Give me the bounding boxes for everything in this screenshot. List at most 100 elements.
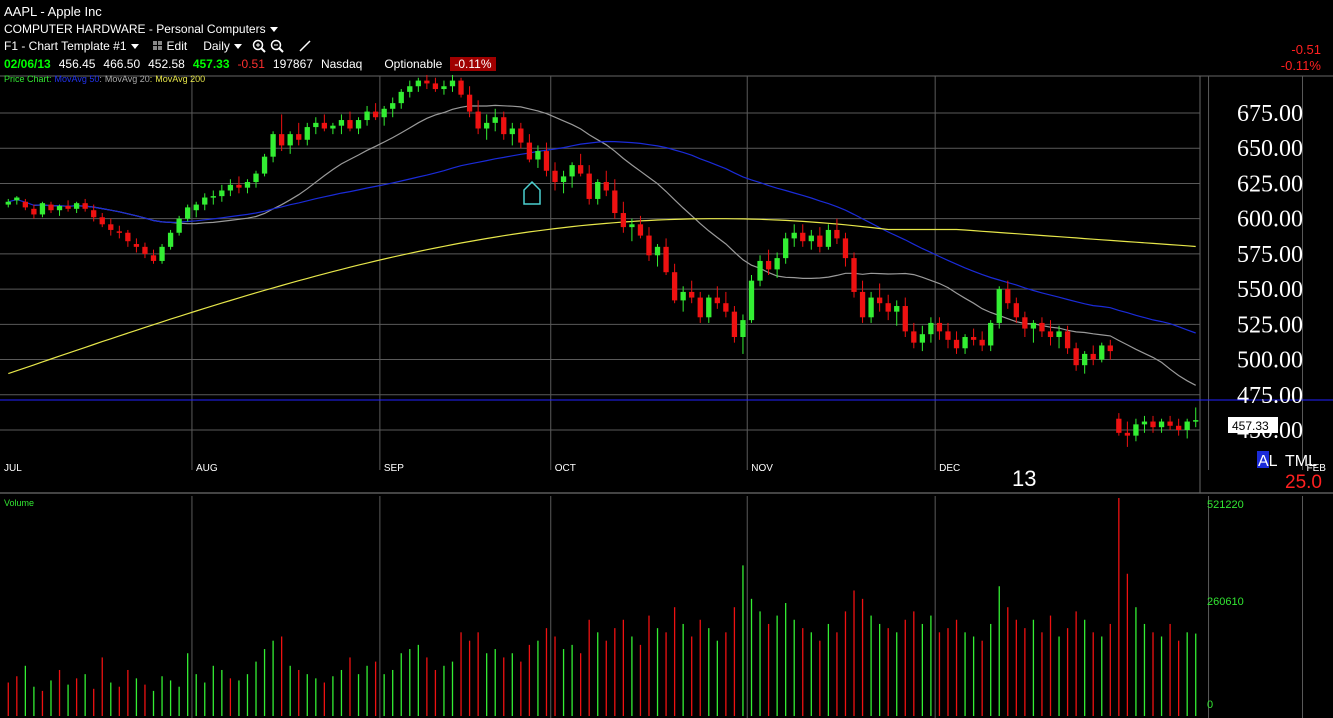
candle-body — [1124, 432, 1131, 436]
dividend-marker-icon[interactable] — [523, 180, 541, 205]
candle-body — [723, 303, 729, 312]
candle-body — [338, 120, 345, 126]
grid-lines — [0, 75, 1333, 718]
candle-body — [1133, 424, 1139, 436]
candle-body — [364, 111, 370, 121]
candle-body — [783, 238, 789, 259]
candle-body — [492, 117, 498, 123]
candle-body — [800, 232, 806, 242]
grid-icon — [152, 41, 162, 50]
candle-body — [970, 337, 977, 340]
template-dropdown[interactable]: F1 - Chart Template #1 — [4, 39, 139, 53]
candle-body — [133, 244, 140, 247]
candle-body — [765, 260, 772, 270]
candle-body — [22, 201, 29, 208]
candle-body — [1022, 317, 1028, 329]
sector-row[interactable]: COMPUTER HARDWARE - Personal Computers — [4, 22, 278, 36]
legend-price-text: Price Chart — [4, 74, 50, 84]
legend-ma200: MovAvg 200 — [155, 74, 205, 84]
candle-body — [1175, 425, 1182, 430]
candle-body — [65, 205, 71, 209]
y-tick-label: 550.00 — [1237, 277, 1303, 303]
candle-body — [244, 182, 251, 188]
zoom-in-icon[interactable] — [252, 39, 266, 53]
edit-button[interactable]: Edit — [152, 39, 187, 53]
ma50-line — [8, 140, 1196, 334]
quote-exchange: Nasdaq — [320, 57, 363, 71]
candle-body — [586, 173, 592, 199]
y-tick-label: 625.00 — [1237, 171, 1303, 197]
candle-body — [902, 306, 908, 332]
candle-body — [894, 306, 900, 312]
candle-body — [185, 207, 191, 219]
al-label[interactable]: AL — [1258, 453, 1278, 470]
candle-body — [936, 322, 943, 332]
candle-body — [108, 224, 114, 230]
candle-body — [1005, 289, 1011, 304]
volume-tick-max: 521220 — [1207, 499, 1244, 511]
candle-body — [56, 205, 63, 211]
candle-body — [398, 91, 404, 104]
quote-date: 02/06/13 — [4, 57, 51, 71]
candle-body — [432, 83, 439, 90]
period-label: Daily — [203, 39, 230, 53]
candle-body — [518, 128, 524, 143]
candle-body — [296, 134, 302, 140]
volume-tick-mid: 260610 — [1207, 596, 1244, 608]
y-tick-label: 600.00 — [1237, 207, 1303, 233]
candle-body — [612, 190, 618, 214]
period-dropdown[interactable]: Daily — [203, 39, 242, 53]
candle-body — [876, 297, 883, 304]
candle-body — [697, 297, 703, 318]
candle-body — [911, 331, 917, 343]
candle-body — [91, 210, 97, 218]
candle-body — [424, 80, 430, 84]
quote-last: 457.33 — [192, 57, 230, 71]
quote-change: -0.51 — [237, 57, 265, 71]
zoom-out-icon[interactable] — [270, 39, 284, 53]
candle-body — [842, 238, 849, 259]
right-change-pct: -0.11% — [1280, 58, 1321, 73]
tml-label[interactable]: TML — [1285, 453, 1317, 470]
candle-body — [1090, 353, 1096, 360]
candle-body — [210, 196, 216, 198]
legend-separator: : — [49, 74, 52, 84]
candle-body — [808, 235, 814, 242]
candle-body — [629, 224, 635, 228]
candle-body — [646, 235, 652, 256]
draw-line-icon[interactable] — [298, 39, 312, 53]
candle-body — [415, 80, 421, 87]
change-readout: -0.51 -0.11% — [1281, 42, 1321, 74]
chevron-down-icon — [233, 44, 242, 50]
month-label: NOV — [751, 463, 773, 474]
candle-body — [817, 235, 823, 247]
last-price-box — [1228, 417, 1278, 433]
candle-body — [466, 94, 473, 112]
al-badge[interactable] — [1257, 451, 1269, 468]
candle-body — [441, 86, 447, 90]
candle-body — [458, 80, 464, 95]
candle-body — [740, 320, 746, 338]
candle-body — [82, 203, 88, 209]
candle-body — [1073, 348, 1079, 366]
candle-body — [1150, 421, 1156, 428]
candlesticks — [5, 74, 1199, 447]
candle-body — [868, 297, 874, 318]
candle-body — [996, 289, 1002, 323]
candle-body — [449, 80, 456, 87]
candle-body — [159, 246, 165, 261]
volume-tick-min: 0 — [1207, 699, 1213, 711]
chevron-down-icon[interactable] — [269, 27, 278, 33]
candle-body — [330, 125, 336, 129]
candle-body — [313, 122, 319, 128]
candle-body — [526, 142, 533, 160]
candle-body — [5, 201, 11, 205]
candle-body — [39, 203, 46, 215]
quote-low: 452.58 — [148, 57, 185, 71]
candle-body — [962, 337, 968, 349]
candle-body — [1184, 421, 1190, 430]
candle-body — [484, 122, 490, 129]
y-tick-label: 650.00 — [1237, 136, 1303, 162]
candle-body — [560, 176, 567, 183]
